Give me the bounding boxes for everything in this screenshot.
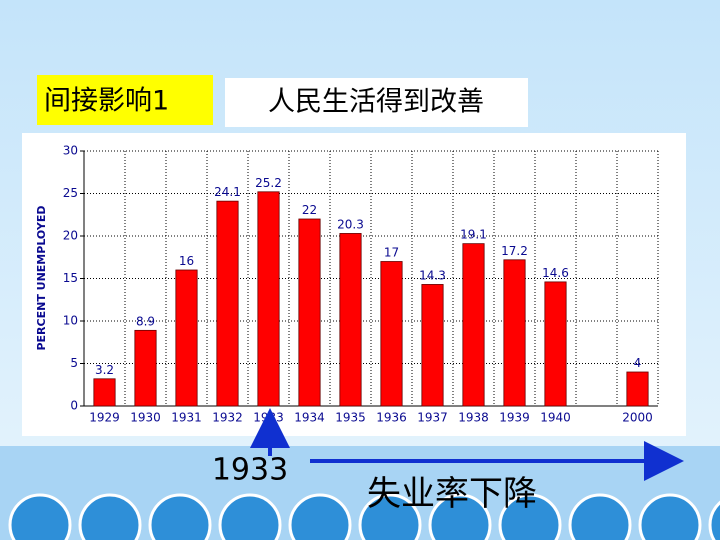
value-label: 17.2 [501, 244, 528, 258]
bar [216, 200, 239, 407]
value-label: 19.1 [460, 228, 487, 242]
y-axis-label: PERCENT UNEMPLOYED [35, 205, 48, 350]
value-label: 24.1 [214, 185, 241, 199]
x-tick-label: 1936 [376, 411, 407, 425]
value-label: 25.2 [255, 176, 282, 190]
value-label: 16 [179, 254, 194, 268]
y-tick-label: 30 [63, 144, 78, 158]
x-tick-label: 1937 [417, 411, 448, 425]
bar [339, 233, 362, 407]
waves [8, 493, 720, 540]
bar [257, 191, 280, 407]
value-label: 14.6 [542, 266, 569, 280]
y-tick-label: 25 [63, 186, 78, 200]
x-tick-label: 1929 [89, 411, 120, 425]
x-tick-label: 1932 [212, 411, 243, 425]
x-tick-label: 1930 [130, 411, 161, 425]
heading: 人民生活得到改善 [268, 87, 484, 118]
y-tick-label: 5 [70, 356, 78, 370]
marker-year: 1933 [212, 453, 288, 488]
y-tick-label: 10 [63, 314, 78, 328]
y-tick-label: 0 [70, 399, 78, 413]
bar [503, 259, 526, 407]
bar [93, 378, 116, 407]
tag-box [37, 75, 213, 125]
y-tick-label: 15 [63, 271, 78, 285]
bar [380, 261, 403, 407]
bar [298, 218, 321, 407]
tag: 间接影响1 [44, 86, 169, 117]
value-label: 3.2 [95, 363, 114, 377]
x-tick-label: 1940 [540, 411, 571, 425]
x-tick-label: 2000 [622, 411, 653, 425]
value-label: 4 [634, 356, 642, 370]
x-tick-label: 1934 [294, 411, 325, 425]
value-label: 22 [302, 203, 317, 217]
value-label: 14.3 [419, 268, 446, 282]
value-label: 20.3 [337, 217, 364, 231]
x-tick-label: 1931 [171, 411, 202, 425]
bar [462, 243, 485, 407]
bar [175, 269, 198, 407]
heading-box [225, 78, 528, 127]
bar [421, 284, 444, 407]
bar [134, 329, 157, 407]
x-tick-label: 1939 [499, 411, 530, 425]
bar [626, 371, 649, 407]
caption: 失业率下降 [367, 474, 537, 514]
value-label: 8.9 [136, 314, 155, 328]
x-tick-label: 1938 [458, 411, 489, 425]
plot: 0 5 10 15 20 25 30 1929 3.2 1930 8.9 1931 16 1932 24.1… [63, 144, 659, 425]
bar [544, 281, 567, 407]
x-tick-label: 1935 [335, 411, 366, 425]
y-tick-label: 20 [63, 229, 78, 243]
value-label: 17 [384, 246, 399, 260]
